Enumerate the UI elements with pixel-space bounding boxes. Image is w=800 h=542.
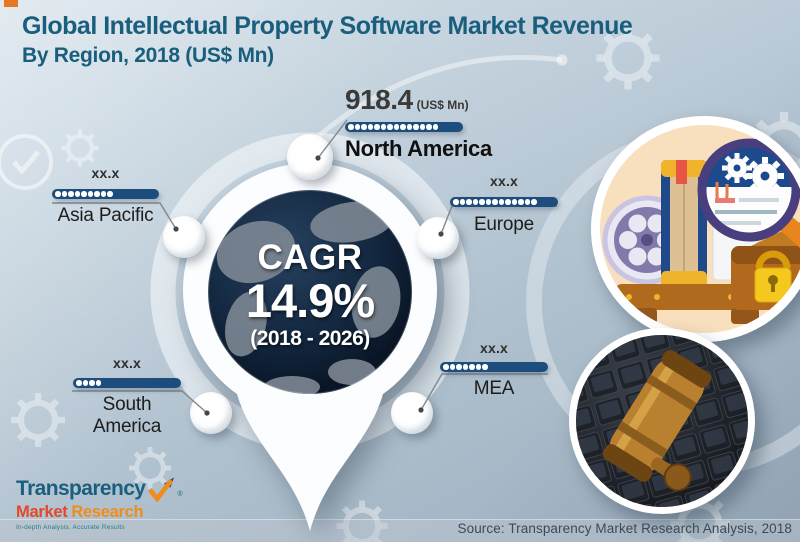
region-value-unit: (US$ Mn) (416, 98, 469, 112)
logo-name-top: Transparency (16, 477, 146, 500)
tmr-logo: Transparency ® Market Research In-depth A… (16, 477, 183, 532)
header: Global Intellectual Property Software Ma… (22, 11, 633, 69)
node-europe (417, 217, 459, 259)
padlock-icon (754, 250, 792, 303)
dot-bar (345, 122, 463, 132)
cagr-label: CAGR (257, 238, 363, 277)
node-asia-pacific (163, 216, 205, 258)
region-name: Asia Pacific (57, 205, 154, 226)
cagr-period: (2018 - 2026) (250, 327, 370, 350)
region-name: North America (345, 136, 492, 161)
region-value: 918.4 (US$ Mn) (345, 86, 492, 119)
logo-name-research: Research (71, 503, 144, 521)
region-value: xx.x (489, 173, 519, 189)
region-name: MEA (473, 378, 515, 399)
region-asia-pacific: xx.x Asia Pacific (52, 165, 159, 227)
region-name: Europe (473, 214, 535, 235)
globe (207, 189, 413, 395)
region-value: xx.x (91, 165, 120, 181)
logo-tagline: In-depth Analysis. Accurate Results (16, 524, 125, 531)
footer-band (0, 519, 800, 542)
illustration-ip-assets (591, 116, 800, 342)
gavel-icon (602, 350, 712, 492)
region-mea: xx.x MEA (440, 340, 548, 400)
registered-mark: ® (177, 491, 183, 498)
region-value-number: 918.4 (345, 84, 413, 115)
page-subtitle: By Region, 2018 (US$ Mn) (22, 44, 274, 67)
source-note: Source: Transparency Market Research Ana… (457, 521, 792, 536)
node-mea (391, 392, 433, 434)
logo-name-market: Market (16, 503, 68, 521)
dot-bar (52, 189, 159, 199)
tmr-checkmark-icon (148, 477, 175, 502)
page-title: Global Intellectual Property Software Ma… (22, 12, 633, 40)
node-south-america (190, 392, 232, 434)
region-value: xx.x (479, 340, 509, 356)
dot-bar (450, 197, 558, 207)
cagr-callout: CAGR 14.9% (2018 - 2026) (210, 239, 410, 352)
photo-gavel-keyboard (569, 328, 755, 514)
checkmark-badge-icon (0, 134, 53, 190)
region-value: xx.x (112, 355, 142, 371)
node-north-america (287, 134, 333, 180)
region-europe: xx.x Europe (450, 173, 558, 236)
keyboard-icon (576, 335, 748, 507)
region-name: South America (92, 394, 162, 437)
region-south-america: xx.x South America (72, 355, 182, 438)
book-icon (661, 160, 707, 288)
dot-bar (440, 362, 548, 372)
region-north-america: 918.4 (US$ Mn) North America (345, 86, 492, 161)
cagr-value: 14.9% (245, 274, 375, 327)
gear-icon (746, 157, 784, 195)
corner-accent (4, 0, 18, 7)
dot-bar (73, 378, 181, 388)
gear-icon (722, 153, 752, 183)
